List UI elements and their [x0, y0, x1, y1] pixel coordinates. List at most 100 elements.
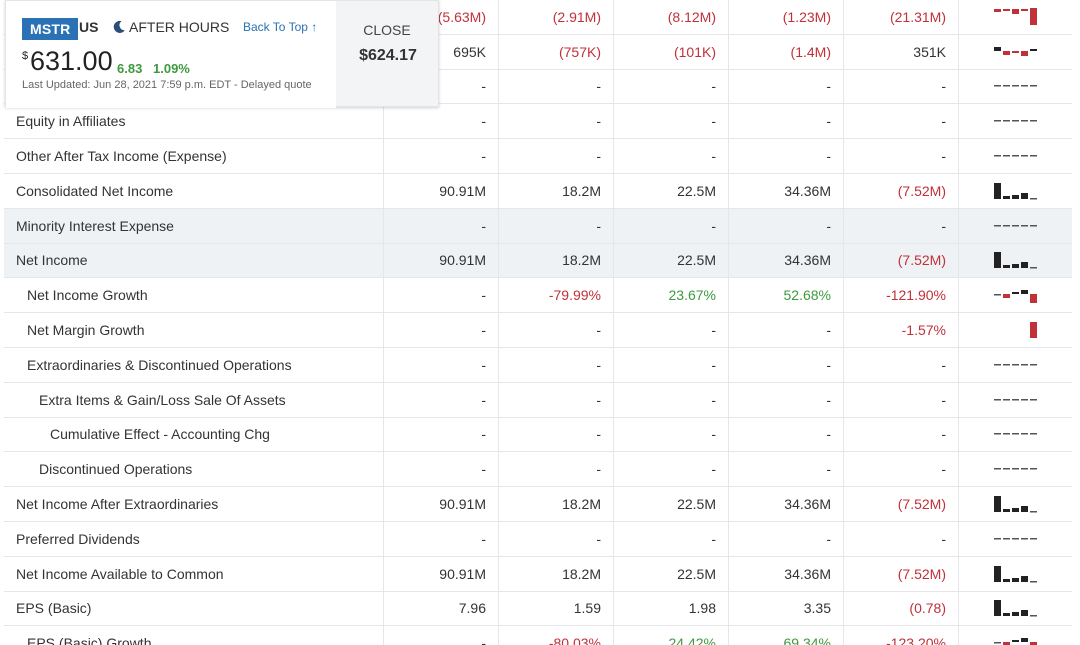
value-cell: 7.96: [384, 591, 499, 626]
row-label: Net Margin Growth: [4, 313, 384, 347]
spark-bar: [1002, 398, 1010, 401]
trend-sparkline: [993, 537, 1037, 540]
value-cell: 90.91M: [384, 556, 499, 591]
table-row: Net Income After Extraordinaries 90.91M 18…: [4, 487, 1072, 522]
spark-bar: [1029, 511, 1037, 513]
value-cell: 18.2M: [499, 173, 614, 208]
spark-bar: [1020, 224, 1028, 227]
trend-cell: [959, 34, 1072, 69]
value-cell: -: [499, 521, 614, 556]
value-cell: -: [384, 278, 499, 313]
price-change: 6.83: [117, 61, 143, 76]
trend-cell: [959, 556, 1072, 591]
value-cell: -: [499, 347, 614, 382]
spark-bar: [993, 600, 1001, 617]
table-row: Other After Tax Income (Expense) - - - - -: [4, 139, 1072, 174]
spark-bar: [1002, 294, 1010, 299]
spark-bar: [993, 252, 1001, 269]
value-cell: -: [844, 139, 959, 173]
value-cell: -: [614, 417, 729, 452]
trend-sparkline: [993, 398, 1037, 401]
trend-sparkline: [993, 85, 1037, 87]
spark-bar: [1020, 120, 1028, 122]
spark-bar: [1002, 363, 1010, 366]
quote-header: MSTR US AFTER HOURS Back To Top ↑ $ 631.…: [5, 0, 439, 108]
value-cell: -: [844, 382, 959, 417]
spark-bar: [993, 468, 1001, 470]
spark-bar: [1002, 8, 1010, 11]
spark-bar: [1020, 8, 1028, 11]
trend-sparkline: [993, 290, 1037, 304]
spark-bar: [1011, 85, 1019, 87]
spark-bar: [1029, 615, 1037, 617]
value-cell: -: [384, 313, 499, 347]
table-row: Net Income Available to Common 90.91M 18.2…: [4, 556, 1072, 592]
value-cell: -123.20%: [844, 626, 959, 645]
table-row: Extraordinaries & Discontinued Operation…: [4, 347, 1072, 383]
country-label: US: [79, 19, 99, 35]
last-updated-text: Last Updated: Jun 28, 2021 7:59 p.m. EDT…: [22, 79, 312, 91]
trend-cell: [959, 487, 1072, 521]
value-cell: 34.36M: [729, 556, 844, 591]
value-cell: -: [384, 626, 499, 645]
trend-sparkline: [993, 224, 1037, 227]
trend-cell: [959, 626, 1072, 645]
spark-bar: [1020, 50, 1028, 56]
value-cell: -: [384, 208, 499, 243]
trend-cell: [959, 591, 1072, 626]
moon-icon: [113, 20, 125, 33]
spark-bar: [1002, 120, 1010, 122]
table-row: Extra Items & Gain/Loss Sale Of Assets - -…: [4, 382, 1072, 418]
ticker-badge[interactable]: MSTR: [22, 18, 79, 40]
value-cell: -: [384, 382, 499, 417]
spark-bar: [1011, 292, 1019, 295]
trend-sparkline: [993, 638, 1037, 645]
value-cell: 90.91M: [384, 173, 499, 208]
spark-bar: [1029, 642, 1037, 645]
spark-bar: [993, 294, 1001, 296]
table-row: Consolidated Net Income 90.91M 18.2M 22.5M 3…: [4, 173, 1072, 209]
value-cell: -: [844, 521, 959, 556]
spark-bar: [1029, 48, 1037, 51]
value-cell: -: [499, 452, 614, 487]
value-cell: -: [499, 139, 614, 173]
spark-bar: [1029, 155, 1037, 157]
value-cell: (21.31M): [844, 0, 959, 34]
value-cell: (7.52M): [844, 173, 959, 208]
spark-bar: [1029, 537, 1037, 540]
spark-bar: [1002, 468, 1010, 470]
spark-bar: [1002, 509, 1010, 513]
value-cell: 22.5M: [614, 173, 729, 208]
spark-bar: [1020, 537, 1028, 540]
value-cell: 90.91M: [384, 243, 499, 278]
trend-cell: [959, 243, 1072, 278]
spark-bar: [1011, 433, 1019, 435]
spark-bar: [1011, 508, 1019, 513]
table-row: Minority Interest Expense - - - - -: [4, 208, 1072, 244]
spark-bar: [1029, 294, 1037, 304]
spark-bar: [1029, 120, 1037, 122]
spark-bar: [993, 537, 1001, 540]
spark-bar: [993, 224, 1001, 227]
trend-sparkline: [993, 252, 1037, 269]
value-cell: -: [614, 521, 729, 556]
value-cell: (757K): [499, 34, 614, 69]
spark-bar: [1020, 262, 1028, 269]
spark-bar: [993, 433, 1001, 435]
value-cell: -: [729, 382, 844, 417]
trend-sparkline: [993, 468, 1037, 470]
close-value: $624.17: [359, 47, 417, 64]
value-cell: -: [844, 208, 959, 243]
spark-bar: [1029, 580, 1037, 583]
spark-bar: [993, 496, 1001, 513]
row-label: Other After Tax Income (Expense): [4, 139, 384, 173]
spark-bar: [1011, 224, 1019, 227]
value-cell: -: [614, 452, 729, 487]
value-cell: -: [729, 313, 844, 347]
value-cell: 3.35: [729, 591, 844, 626]
value-cell: 1.98: [614, 591, 729, 626]
back-to-top-link[interactable]: Back To Top ↑: [243, 20, 318, 34]
value-cell: -: [614, 208, 729, 243]
value-cell: 22.5M: [614, 243, 729, 278]
value-cell: -: [384, 104, 499, 139]
